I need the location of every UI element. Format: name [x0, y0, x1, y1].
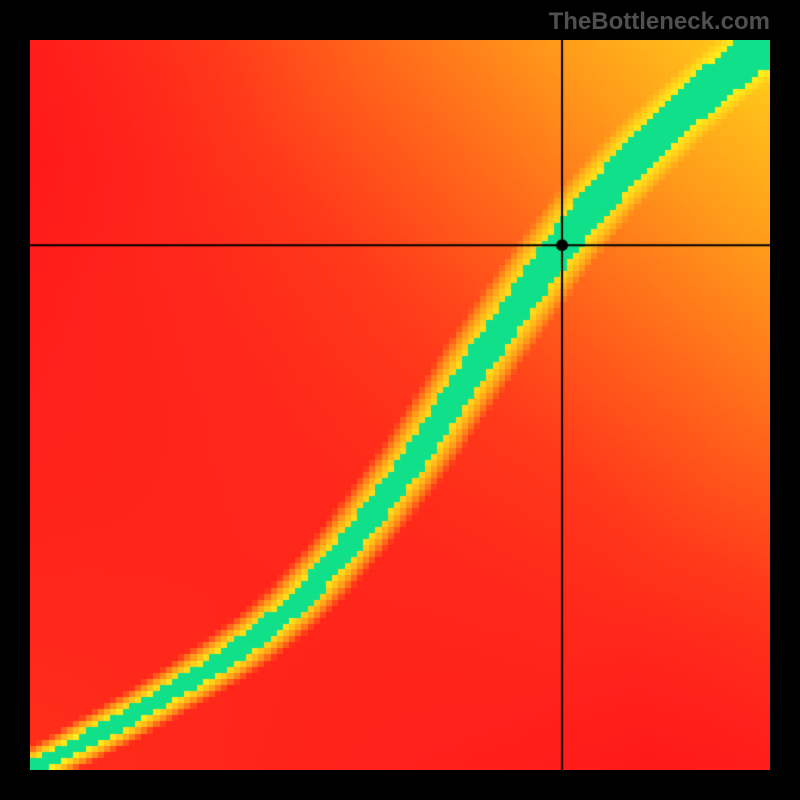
- bottleneck-heatmap: [30, 40, 770, 770]
- watermark-text: TheBottleneck.com: [549, 8, 770, 36]
